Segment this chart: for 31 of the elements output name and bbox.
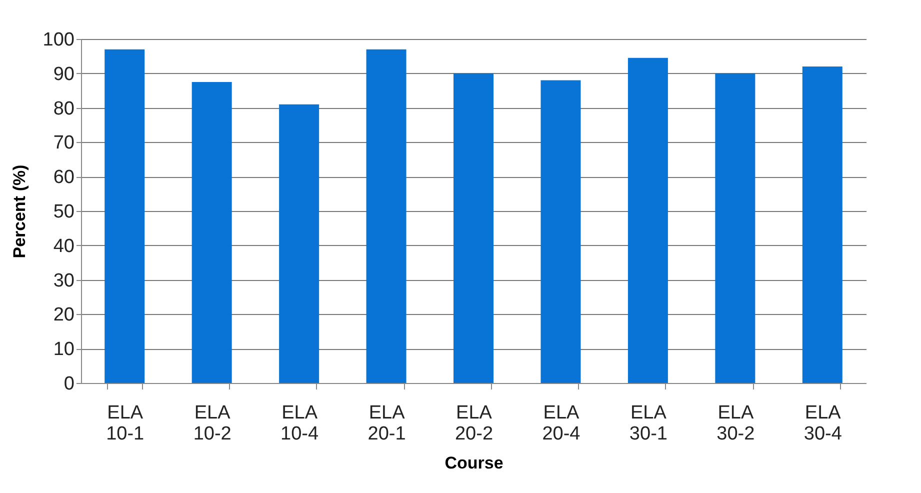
y-tick-label: 20 <box>53 304 74 326</box>
bar <box>454 73 494 383</box>
bar <box>540 80 581 383</box>
x-tick-label: ELA 30-1 <box>629 402 668 444</box>
x-tick-label: ELA 30-2 <box>716 402 755 444</box>
y-tick-label: 80 <box>53 98 74 120</box>
x-tick-label: ELA 20-1 <box>368 402 406 444</box>
x-tick-label: ELA 10-1 <box>106 402 144 444</box>
y-tick-label: 100 <box>42 30 74 50</box>
x-tick-label: ELA 20-2 <box>454 402 494 444</box>
y-tick-label: 10 <box>53 339 74 360</box>
y-tick-label: 90 <box>53 64 74 85</box>
x-tick-label: ELA 30-4 <box>804 402 842 444</box>
bar <box>192 82 232 383</box>
x-tick-label: ELA 10-4 <box>280 402 319 444</box>
bar <box>802 66 842 383</box>
y-tick-label: 40 <box>53 236 74 257</box>
y-tick-label: 70 <box>53 132 74 154</box>
bar <box>628 58 668 383</box>
y-axis-title: Percent (%) <box>10 164 29 258</box>
bar <box>279 104 320 383</box>
bar <box>715 73 756 383</box>
x-tick-label: ELA 20-4 <box>542 402 581 444</box>
x-tick-label: ELA 10-2 <box>193 402 232 444</box>
bar <box>104 49 145 383</box>
y-tick-label: 0 <box>64 374 74 394</box>
y-tick-label: 30 <box>53 270 74 292</box>
x-axis-title: Course <box>444 454 504 472</box>
y-tick-label: 60 <box>53 167 74 188</box>
y-tick-label: 50 <box>53 202 74 222</box>
bar <box>366 49 406 383</box>
